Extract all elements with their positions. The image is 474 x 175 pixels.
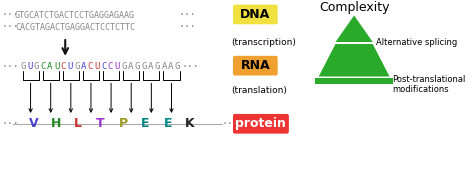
Text: G: G bbox=[135, 62, 140, 71]
Text: ···: ··· bbox=[2, 62, 19, 72]
Text: ···: ··· bbox=[222, 119, 239, 129]
Text: T: T bbox=[96, 117, 105, 130]
Text: A: A bbox=[47, 62, 53, 71]
Text: A: A bbox=[148, 62, 154, 71]
Text: E: E bbox=[164, 117, 172, 130]
Text: K: K bbox=[185, 117, 195, 130]
Text: A: A bbox=[162, 62, 167, 71]
Text: ···: ··· bbox=[2, 22, 19, 32]
Text: (transcription): (transcription) bbox=[231, 38, 296, 47]
Text: CACGTAGACTGAGGACTCCTCTTC: CACGTAGACTGAGGACTCCTCTTC bbox=[15, 23, 135, 32]
Text: protein: protein bbox=[236, 117, 286, 130]
Text: U: U bbox=[27, 62, 33, 71]
Text: G: G bbox=[20, 62, 26, 71]
Text: G: G bbox=[155, 62, 160, 71]
Text: P: P bbox=[118, 117, 128, 130]
Text: U: U bbox=[54, 62, 59, 71]
FancyBboxPatch shape bbox=[233, 114, 289, 134]
Text: H: H bbox=[51, 117, 61, 130]
Polygon shape bbox=[336, 15, 373, 42]
Text: C: C bbox=[41, 62, 46, 71]
Text: ···: ··· bbox=[2, 10, 19, 20]
Text: G: G bbox=[121, 62, 127, 71]
Text: Alternative splicing: Alternative splicing bbox=[375, 38, 457, 47]
Text: (translation): (translation) bbox=[231, 86, 287, 95]
Text: ···: ··· bbox=[179, 22, 197, 32]
Text: C: C bbox=[88, 62, 93, 71]
Text: G: G bbox=[74, 62, 80, 71]
Text: A: A bbox=[168, 62, 173, 71]
Text: ···: ··· bbox=[179, 10, 197, 20]
Text: G: G bbox=[141, 62, 146, 71]
Text: U: U bbox=[67, 62, 73, 71]
Text: C: C bbox=[108, 62, 113, 71]
Text: G: G bbox=[175, 62, 180, 71]
Text: ···: ··· bbox=[2, 119, 19, 129]
Text: V: V bbox=[29, 117, 38, 130]
Text: Post-translational
modifications: Post-translational modifications bbox=[392, 75, 465, 94]
Polygon shape bbox=[319, 44, 390, 76]
Text: DNA: DNA bbox=[240, 8, 271, 21]
Text: A: A bbox=[81, 62, 86, 71]
Text: Complexity: Complexity bbox=[319, 1, 389, 14]
Text: L: L bbox=[74, 117, 82, 130]
Polygon shape bbox=[315, 78, 393, 84]
Text: RNA: RNA bbox=[240, 59, 270, 72]
Text: G: G bbox=[34, 62, 39, 71]
FancyBboxPatch shape bbox=[233, 56, 278, 76]
FancyBboxPatch shape bbox=[233, 5, 278, 24]
Text: U: U bbox=[94, 62, 100, 71]
Text: A: A bbox=[128, 62, 133, 71]
Text: C: C bbox=[101, 62, 106, 71]
Text: ···: ··· bbox=[182, 62, 199, 72]
Text: GTGCATCTGACTCCTGAGGAGAAG: GTGCATCTGACTCCTGAGGAGAAG bbox=[15, 11, 135, 20]
Text: E: E bbox=[141, 117, 150, 130]
Text: C: C bbox=[61, 62, 66, 71]
Text: U: U bbox=[114, 62, 120, 71]
